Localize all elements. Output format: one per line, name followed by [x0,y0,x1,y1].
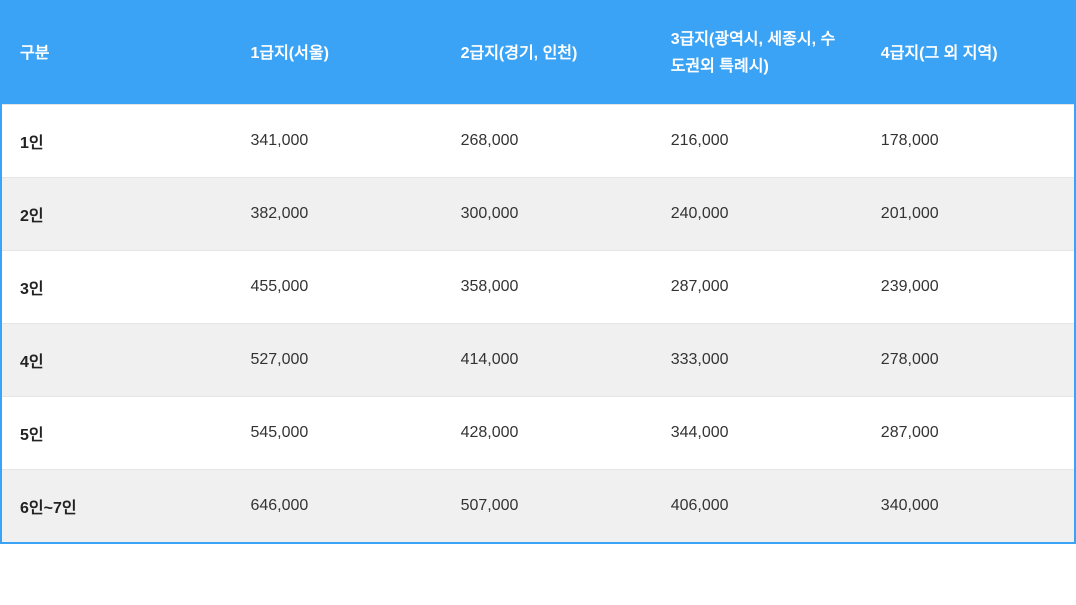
row-label: 6인~7인 [2,470,232,543]
table-row: 2인 382,000 300,000 240,000 201,000 [2,178,1074,251]
cell-value: 300,000 [443,178,653,251]
cell-value: 455,000 [232,251,442,324]
cell-value: 216,000 [653,105,863,178]
row-label: 1인 [2,105,232,178]
cell-value: 507,000 [443,470,653,543]
cell-value: 340,000 [863,470,1074,543]
table-header-row: 구분 1급지(서울) 2급지(경기, 인천) 3급지(광역시, 세종시, 수도권… [2,2,1074,105]
cell-value: 201,000 [863,178,1074,251]
cell-value: 240,000 [653,178,863,251]
row-label: 3인 [2,251,232,324]
header-tier1: 1급지(서울) [232,2,442,105]
cell-value: 333,000 [653,324,863,397]
cell-value: 545,000 [232,397,442,470]
cell-value: 239,000 [863,251,1074,324]
row-label: 5인 [2,397,232,470]
table-body: 1인 341,000 268,000 216,000 178,000 2인 38… [2,105,1074,543]
cell-value: 178,000 [863,105,1074,178]
table-row: 1인 341,000 268,000 216,000 178,000 [2,105,1074,178]
cell-value: 428,000 [443,397,653,470]
cell-value: 341,000 [232,105,442,178]
header-tier4: 4급지(그 외 지역) [863,2,1074,105]
row-label: 4인 [2,324,232,397]
cell-value: 382,000 [232,178,442,251]
header-category: 구분 [2,2,232,105]
row-label: 2인 [2,178,232,251]
pricing-table: 구분 1급지(서울) 2급지(경기, 인천) 3급지(광역시, 세종시, 수도권… [2,2,1074,542]
table-row: 5인 545,000 428,000 344,000 287,000 [2,397,1074,470]
cell-value: 344,000 [653,397,863,470]
cell-value: 414,000 [443,324,653,397]
table-row: 4인 527,000 414,000 333,000 278,000 [2,324,1074,397]
table-row: 6인~7인 646,000 507,000 406,000 340,000 [2,470,1074,543]
cell-value: 278,000 [863,324,1074,397]
cell-value: 527,000 [232,324,442,397]
header-tier3: 3급지(광역시, 세종시, 수도권외 특례시) [653,2,863,105]
cell-value: 268,000 [443,105,653,178]
cell-value: 646,000 [232,470,442,543]
cell-value: 287,000 [653,251,863,324]
header-tier2: 2급지(경기, 인천) [443,2,653,105]
cell-value: 358,000 [443,251,653,324]
pricing-table-container: 구분 1급지(서울) 2급지(경기, 인천) 3급지(광역시, 세종시, 수도권… [0,0,1076,544]
cell-value: 406,000 [653,470,863,543]
table-header: 구분 1급지(서울) 2급지(경기, 인천) 3급지(광역시, 세종시, 수도권… [2,2,1074,105]
cell-value: 287,000 [863,397,1074,470]
table-row: 3인 455,000 358,000 287,000 239,000 [2,251,1074,324]
